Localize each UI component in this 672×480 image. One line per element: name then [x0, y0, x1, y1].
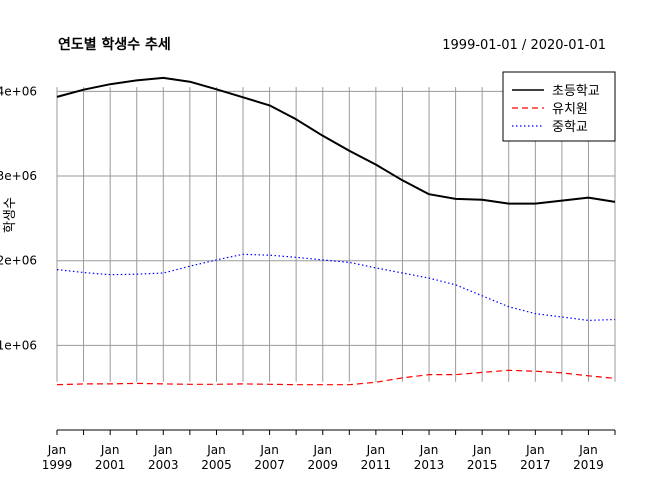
- y-tick-label: 4e+06: [0, 84, 37, 98]
- x-tick-label-month: Jan: [47, 443, 67, 457]
- x-tick-label-year: 2009: [307, 458, 338, 472]
- x-tick-label-year: 2013: [414, 458, 445, 472]
- x-axis: Jan1999Jan2001Jan2003Jan2005Jan2007Jan20…: [42, 429, 616, 472]
- series-lines: [56, 76, 616, 386]
- y-tick-label: 2e+06: [0, 254, 37, 268]
- x-tick-label-month: Jan: [472, 443, 492, 457]
- series-line-1: [56, 369, 616, 386]
- x-tick-label-year: 2011: [361, 458, 392, 472]
- x-tick-label-month: Jan: [313, 443, 333, 457]
- x-tick-label-year: 2015: [467, 458, 498, 472]
- x-tick-label-year: 1999: [42, 458, 73, 472]
- x-tick-label-year: 2019: [573, 458, 604, 472]
- date-range-label: 1999-01-01 / 2020-01-01: [442, 38, 606, 53]
- x-tick-label-year: 2005: [201, 458, 232, 472]
- x-tick-label-month: Jan: [525, 443, 545, 457]
- x-tick-label-year: 2007: [254, 458, 285, 472]
- y-tick-label: 3e+06: [0, 169, 37, 183]
- x-tick-label-month: Jan: [419, 443, 439, 457]
- legend-label-1: 유치원: [552, 102, 588, 117]
- x-tick-label-year: 2017: [520, 458, 551, 472]
- y-axis: 1e+06 2e+06 3e+06 4e+06: [0, 84, 37, 352]
- y-tick-label: 1e+06: [0, 338, 37, 352]
- legend-label-2: 중학교: [552, 120, 588, 135]
- chart-title: 연도별 학생수 추세: [58, 36, 171, 53]
- y-axis-label: 학생수: [3, 197, 18, 233]
- x-tick-label-month: Jan: [153, 443, 173, 457]
- x-tick-label-year: 2003: [148, 458, 179, 472]
- x-tick-label-month: Jan: [259, 443, 279, 457]
- series-line-2: [56, 253, 616, 321]
- legend: 초등학교 유치원 중학교: [502, 71, 616, 142]
- x-tick-label-month: Jan: [100, 443, 120, 457]
- x-tick-label-month: Jan: [206, 443, 226, 457]
- x-tick-label-month: Jan: [366, 443, 386, 457]
- series-line-0: [56, 76, 616, 205]
- x-tick-label-year: 2001: [95, 458, 126, 472]
- legend-label-0: 초등학교: [552, 84, 600, 99]
- x-tick-label-month: Jan: [578, 443, 598, 457]
- legend-box: [502, 71, 616, 142]
